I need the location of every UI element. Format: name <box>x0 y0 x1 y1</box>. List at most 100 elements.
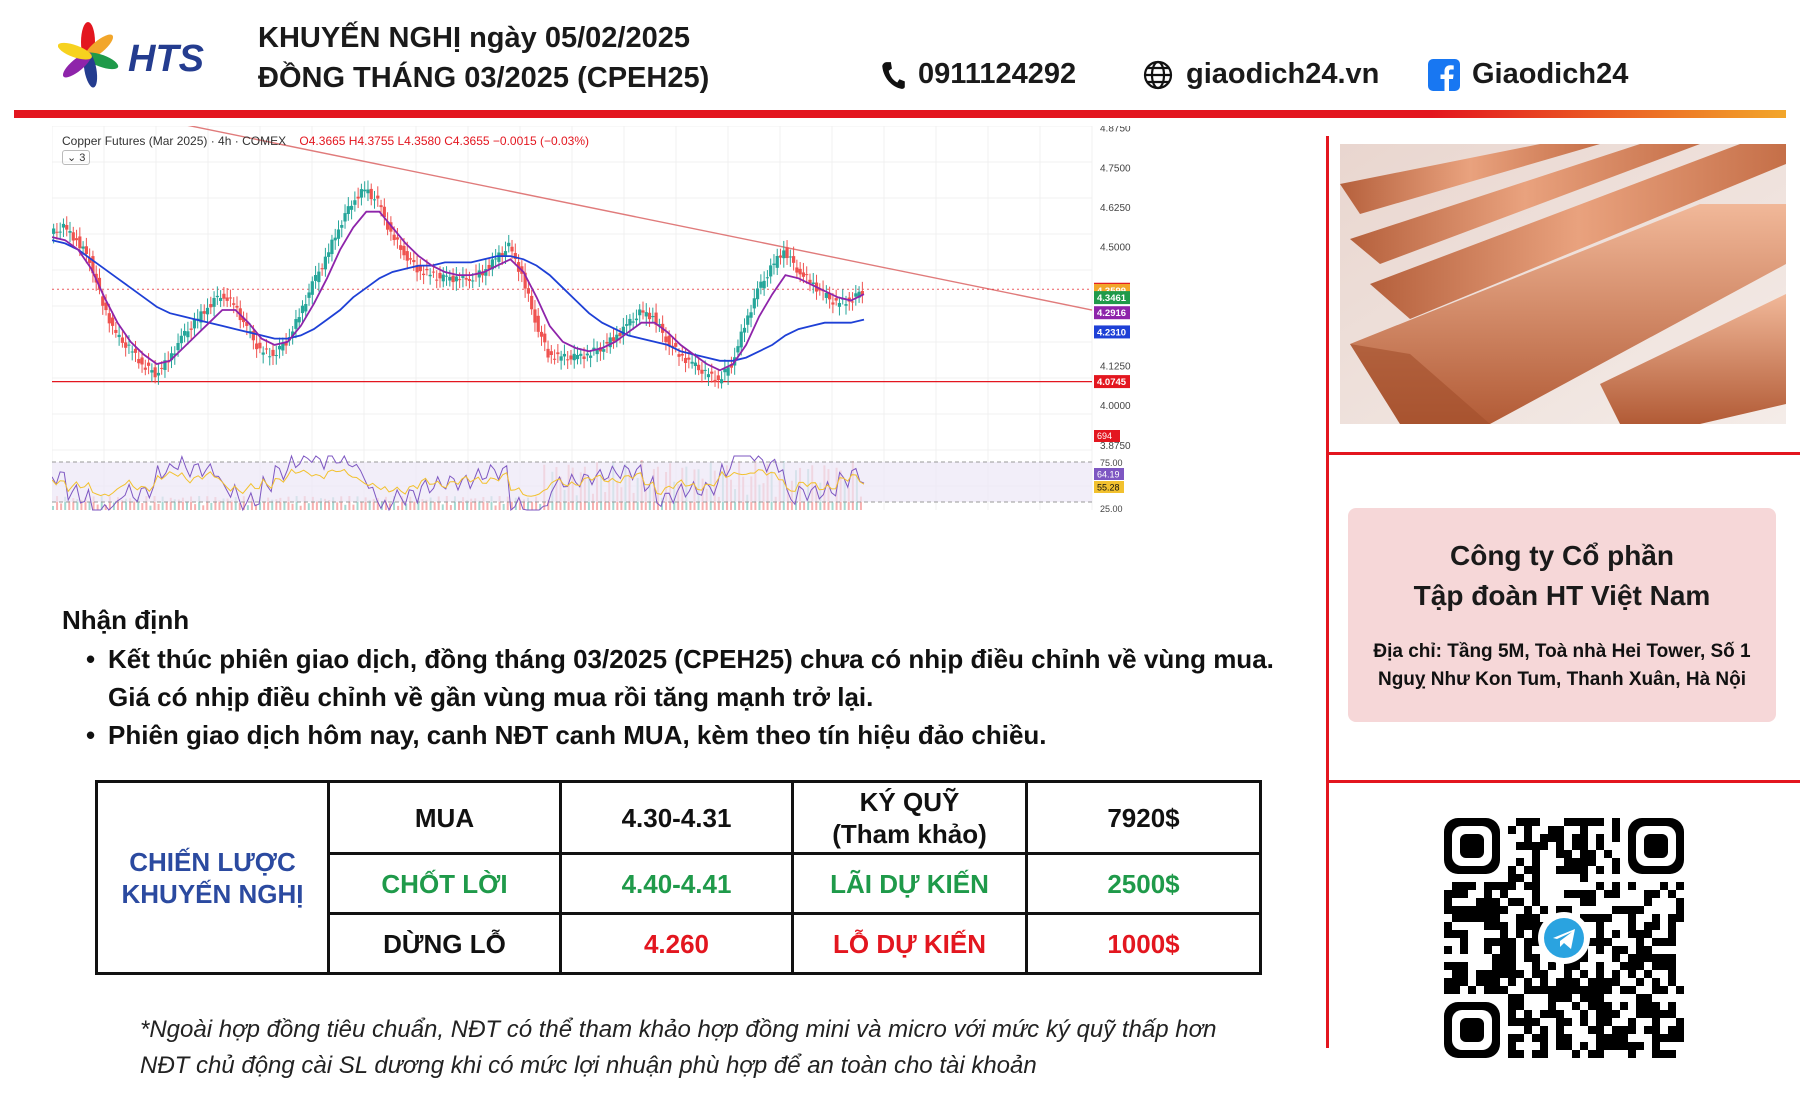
qr-module <box>1524 954 1532 962</box>
candle-body <box>408 258 413 260</box>
candle-body <box>801 272 806 277</box>
y-tick-label: 4.0000 <box>1100 401 1131 412</box>
series-ma-long <box>52 239 865 362</box>
candle-body <box>392 234 396 241</box>
facebook-contact[interactable]: Giaodich24 <box>1428 58 1628 91</box>
qr-module <box>1580 1010 1588 1018</box>
qr-module <box>1572 1050 1580 1058</box>
qr-module <box>1524 1010 1532 1018</box>
qr-module <box>1644 994 1652 1002</box>
qr-module <box>1532 970 1540 978</box>
volume-bar <box>547 499 550 510</box>
candle-body <box>608 337 612 348</box>
candle-body <box>150 370 154 373</box>
price-label-box <box>1094 325 1130 339</box>
volume-bar <box>263 501 266 510</box>
volume-bar <box>226 498 229 510</box>
qr-module <box>1652 1042 1660 1050</box>
qr-module <box>1484 946 1492 954</box>
volume-bar <box>717 496 720 510</box>
qr-module <box>1628 1026 1636 1034</box>
qr-module <box>1564 850 1572 858</box>
strategy-table: CHIẾN LƯỢC KHUYẾN NGHỊ MUA 4.30-4.31 KÝ … <box>95 780 1262 975</box>
qr-module <box>1524 834 1532 842</box>
candle-body <box>117 334 121 338</box>
qr-module <box>1564 906 1572 914</box>
buy-value: 4.30-4.31 <box>559 780 794 855</box>
qr-module <box>1604 850 1612 858</box>
candle-body <box>631 321 635 323</box>
volume-bar <box>76 499 79 510</box>
candle-body <box>297 317 301 323</box>
phone-contact[interactable]: 0911124292 <box>880 58 1076 91</box>
qr-module <box>1636 938 1644 946</box>
candle-body <box>291 331 295 337</box>
qr-module <box>1660 962 1668 970</box>
qr-module <box>1564 994 1572 1002</box>
qr-module <box>1588 818 1596 826</box>
candle-body <box>811 282 815 285</box>
qr-module <box>1484 914 1492 922</box>
chart-legend: Copper Futures (Mar 2025) · 4h · COMEX O… <box>62 134 589 165</box>
candle-body <box>775 256 779 268</box>
rsi-label-box <box>1094 468 1124 480</box>
company-address: Địa chỉ: Tầng 5M, Toà nhà Hei Tower, Số … <box>1373 641 1751 690</box>
candle-body <box>850 301 855 303</box>
candle-body <box>179 335 183 344</box>
qr-module <box>1516 874 1524 882</box>
candle-body <box>805 274 809 276</box>
take-profit-value: 4.40-4.41 <box>559 852 794 915</box>
candle-body <box>539 331 544 337</box>
trendline <box>187 126 1093 311</box>
qr-module <box>1556 850 1564 858</box>
candle-body <box>736 346 740 353</box>
qr-module <box>1628 906 1636 914</box>
candle-body <box>706 374 711 378</box>
qr-module <box>1652 1026 1660 1034</box>
candle-body <box>84 246 88 254</box>
qr-module <box>1588 898 1596 906</box>
candle-body <box>340 224 344 228</box>
analysis-bullet: Phiên giao dịch hôm nay, canh NĐT canh M… <box>86 716 1276 754</box>
qr-module <box>1532 922 1540 930</box>
qr-module <box>1604 1010 1612 1018</box>
candle-body <box>785 247 789 259</box>
qr-module <box>1468 986 1476 994</box>
candle-body <box>65 225 69 230</box>
qr-module <box>1532 850 1540 858</box>
qr-module <box>1532 914 1540 922</box>
candle-body <box>526 288 530 294</box>
qr-module <box>1596 938 1604 946</box>
price-label-box <box>1094 375 1130 389</box>
qr-module <box>1548 1010 1556 1018</box>
qr-module <box>1540 906 1548 914</box>
qr-module <box>1508 1010 1516 1018</box>
volume-bar <box>433 501 436 510</box>
qr-module <box>1652 978 1660 986</box>
qr-module <box>1636 906 1644 914</box>
qr-module <box>1580 842 1588 850</box>
candle-body <box>765 277 770 279</box>
qr-module <box>1628 1042 1636 1050</box>
chart-collapse-toggle[interactable]: ⌄ 3 <box>62 150 91 165</box>
candle-body <box>255 343 259 350</box>
candle-body <box>232 303 236 305</box>
volume-bar <box>72 498 75 510</box>
footnote: *Ngoài hợp đồng tiêu chuẩn, NĐT có thể t… <box>140 1012 1216 1084</box>
website-contact[interactable]: giaodich24.vn <box>1142 58 1379 91</box>
volume-bar <box>238 502 241 510</box>
candle-body <box>824 292 828 298</box>
qr-module <box>1460 978 1468 986</box>
qr-module <box>1492 938 1500 946</box>
candle-body <box>611 337 616 342</box>
volume-bar <box>421 499 424 510</box>
candle-body <box>589 355 593 358</box>
qr-module <box>1500 962 1508 970</box>
qr-module <box>1452 978 1460 986</box>
qr-module <box>1596 1034 1604 1042</box>
telegram-qr-code[interactable] <box>1444 818 1684 1058</box>
qr-module <box>1452 914 1460 922</box>
candle-body <box>271 349 275 356</box>
candle-body <box>697 364 701 371</box>
qr-module <box>1532 842 1540 850</box>
